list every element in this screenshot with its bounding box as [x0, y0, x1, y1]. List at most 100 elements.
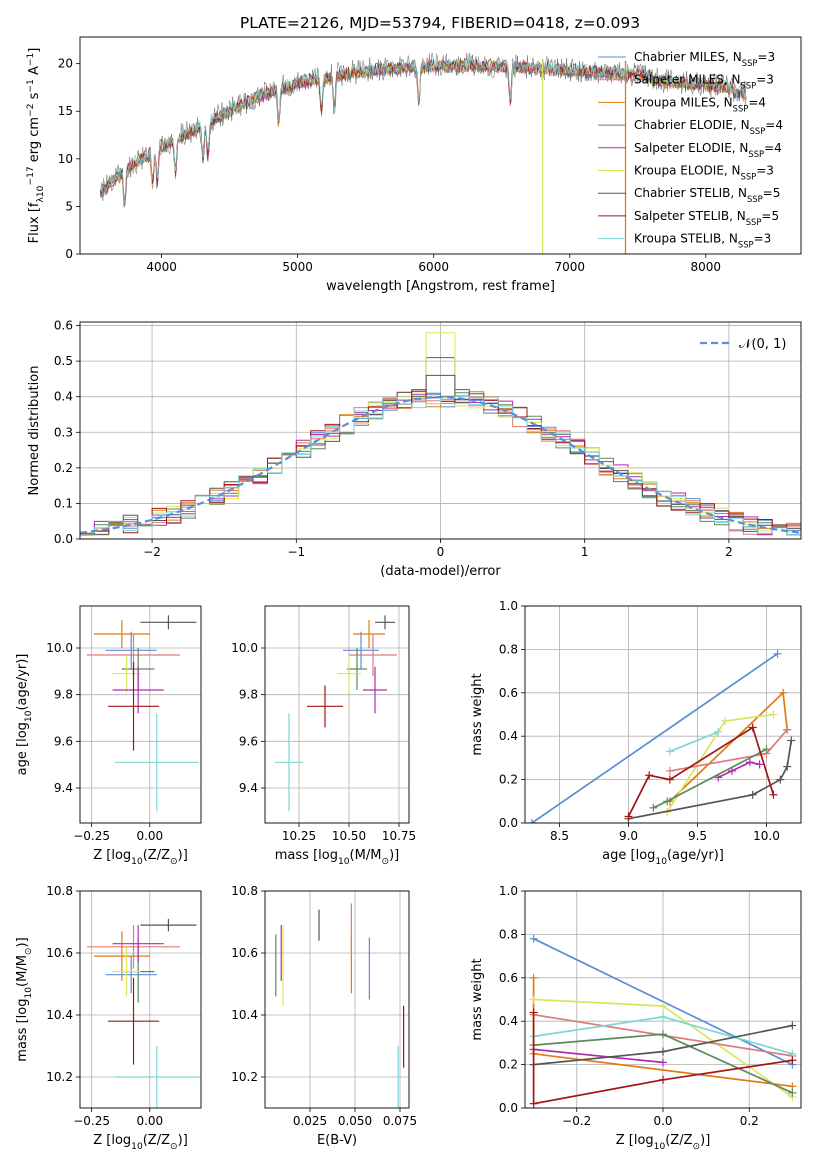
- y-axis-label-part: 10: [36, 185, 46, 197]
- x-tick-label: 10.25: [282, 829, 316, 843]
- x-axis-label-part: Z [log: [616, 1133, 654, 1148]
- y-tick-label: 0.5: [54, 354, 73, 368]
- y-tick-label: 9.6: [54, 734, 73, 748]
- x-tick-label: 1: [581, 545, 589, 559]
- errorbar-salpeter_miles: [86, 925, 181, 969]
- y-axis-label-part: −1: [26, 53, 36, 66]
- legend-label-part: 𝒩: [739, 337, 754, 352]
- errorbar-kroupa_elodie: [112, 655, 141, 693]
- x-tick-label: 6000: [418, 260, 449, 274]
- x-tick-label: 10.50: [332, 829, 366, 843]
- mw-series-chabrier_stelib: [624, 736, 796, 823]
- x-axis-label-part: 10: [131, 857, 143, 867]
- y-tick-label: 10.8: [231, 884, 258, 898]
- errorbar-salpeter_elodie: [112, 666, 164, 714]
- legend-label: Chabrier ELODIE, NSSP=4: [634, 118, 783, 136]
- y-tick-label: 10: [58, 152, 73, 166]
- y-tick-label: 0.8: [499, 642, 518, 656]
- y-tick-label: 0.4: [499, 1014, 518, 1028]
- y-tick-label: 0.6: [54, 319, 73, 333]
- x-axis-label: Z [log10(Z/Z⊙)]: [93, 1133, 188, 1152]
- x-tick-label: 8.5: [550, 829, 569, 843]
- x-tick-label: −2: [143, 545, 161, 559]
- x-axis-label-part: 10: [654, 1142, 666, 1152]
- legend-label-part: =4: [765, 118, 783, 132]
- x-axis-label: (data-model)/error: [380, 564, 501, 579]
- y-tick-label: 0.6: [499, 971, 518, 985]
- mw-series-chabrier_miles: [527, 649, 782, 823]
- mw-series-chabrier_elodie: [529, 1030, 797, 1097]
- y-tick-label: 10.0: [231, 641, 258, 655]
- mw-line: [532, 1012, 793, 1105]
- mw-series-salpeter_miles: [665, 725, 792, 775]
- mw-series-kroupa_stelib: [529, 1012, 797, 1058]
- x-tick-label: −0.25: [73, 1114, 110, 1128]
- y-tick-label: 10.8: [46, 884, 73, 898]
- y-tick-label: 5: [65, 199, 73, 213]
- errorbar-chabrier_stelib: [140, 918, 197, 932]
- y-tick-label: 9.8: [54, 688, 73, 702]
- x-tick-label: 5000: [282, 260, 313, 274]
- mw-line: [533, 937, 793, 1066]
- y-tick-label: 0: [65, 247, 73, 261]
- y-tick-label: 10.2: [231, 1070, 258, 1084]
- legend-label: Salpeter STELIB, NSSP=5: [634, 209, 779, 227]
- errorbar-chabrier_miles: [105, 956, 157, 994]
- x-axis-label-part: ⊙: [170, 1142, 178, 1152]
- mw-series-chabrier_miles: [529, 934, 797, 1069]
- legend-label-part: SSP: [741, 81, 757, 91]
- y-tick-label: 0.2: [54, 461, 73, 475]
- x-axis-label-part: 10: [131, 1142, 143, 1152]
- x-tick-label: 4000: [146, 260, 177, 274]
- y-tick-label: 9.4: [239, 781, 258, 795]
- y-tick-label: 0.0: [499, 816, 518, 830]
- x-axis-label-part: (Z/Z: [143, 848, 170, 863]
- errorbar-salpeter_elodie: [363, 666, 387, 714]
- panel-residuals: −2 −1 0 1 2 0.0 0.1 0.2 0.3 0.4 0.5 0.6 (data-model)…: [27, 319, 802, 579]
- x-tick-label: 0: [437, 545, 445, 559]
- y-axis-label-part: ⊙: [24, 947, 34, 955]
- legend-label-part: =5: [763, 186, 781, 200]
- x-tick-label: 0.050: [338, 1114, 372, 1128]
- y-axis-label-part: )]: [15, 937, 30, 947]
- axes-frame: [79, 890, 202, 1109]
- x-axis-label: wavelength [Angstrom, rest frame]: [326, 279, 555, 294]
- y-tick-label: 9.6: [239, 734, 258, 748]
- legend-label-part: Salpeter MILES, N: [634, 73, 741, 87]
- errorbar-kroupa_miles: [93, 620, 150, 648]
- axes-frame: [79, 321, 802, 540]
- y-axis-label-part: −2: [26, 103, 36, 116]
- y-tick-label: 1.0: [499, 884, 518, 898]
- errorbar-chabrier_miles: [105, 631, 157, 669]
- axes-frame: [524, 890, 802, 1109]
- axes-mw_age: 8.5 9.0 9.5 10.0 0.0 0.2 0.4 0.6 0.8 1.0 age [log1…: [470, 599, 802, 867]
- errorbar-salpeter_elodie: [112, 925, 164, 963]
- y-axis-label-part: −17: [26, 166, 36, 185]
- histogram-kroupa_stelib: [80, 396, 801, 536]
- errorbar-kroupa_stelib: [275, 713, 303, 812]
- axes-frame: [524, 605, 802, 824]
- legend-label-part: =3: [757, 50, 775, 64]
- legend-label-part: Kroupa MILES, N: [634, 95, 733, 109]
- legend-label: 𝒩(0, 1): [739, 337, 786, 352]
- axes-spectrum: 4000 5000 6000 7000 8000 0 5 10 15 20 wavelength […: [26, 36, 802, 294]
- mw-series-salpeter_stelib: [624, 723, 778, 821]
- x-tick-label: 0.075: [383, 1114, 417, 1128]
- y-axis-label: mass weight: [470, 958, 485, 1040]
- axes-frame: [264, 605, 410, 824]
- errorbar-salpeter_miles: [349, 634, 397, 676]
- legend-label-part: SSP: [747, 194, 763, 204]
- errorbar-kroupa_miles: [353, 620, 385, 648]
- panel-age_mass: 10.25 10.50 10.75 9.4 9.6 9.8 10.0 mass [log10(…: [231, 605, 416, 867]
- x-tick-label: 9.0: [619, 829, 638, 843]
- panel-mass_ebv: 0.025 0.050 0.075 10.2 10.4 10.6 10.8 E(B-V): [231, 884, 417, 1148]
- spectrum-series-chabrier_stelib: [100, 52, 747, 206]
- errorbar-kroupa_stelib: [114, 1046, 199, 1108]
- mw-series-kroupa_stelib: [665, 727, 723, 756]
- legend-label-part: SSP: [733, 103, 749, 113]
- y-tick-label: 0.6: [499, 686, 518, 700]
- x-tick-label: 8000: [691, 260, 722, 274]
- legend-label-part: =5: [761, 209, 779, 223]
- y-tick-label: 0.4: [54, 390, 73, 404]
